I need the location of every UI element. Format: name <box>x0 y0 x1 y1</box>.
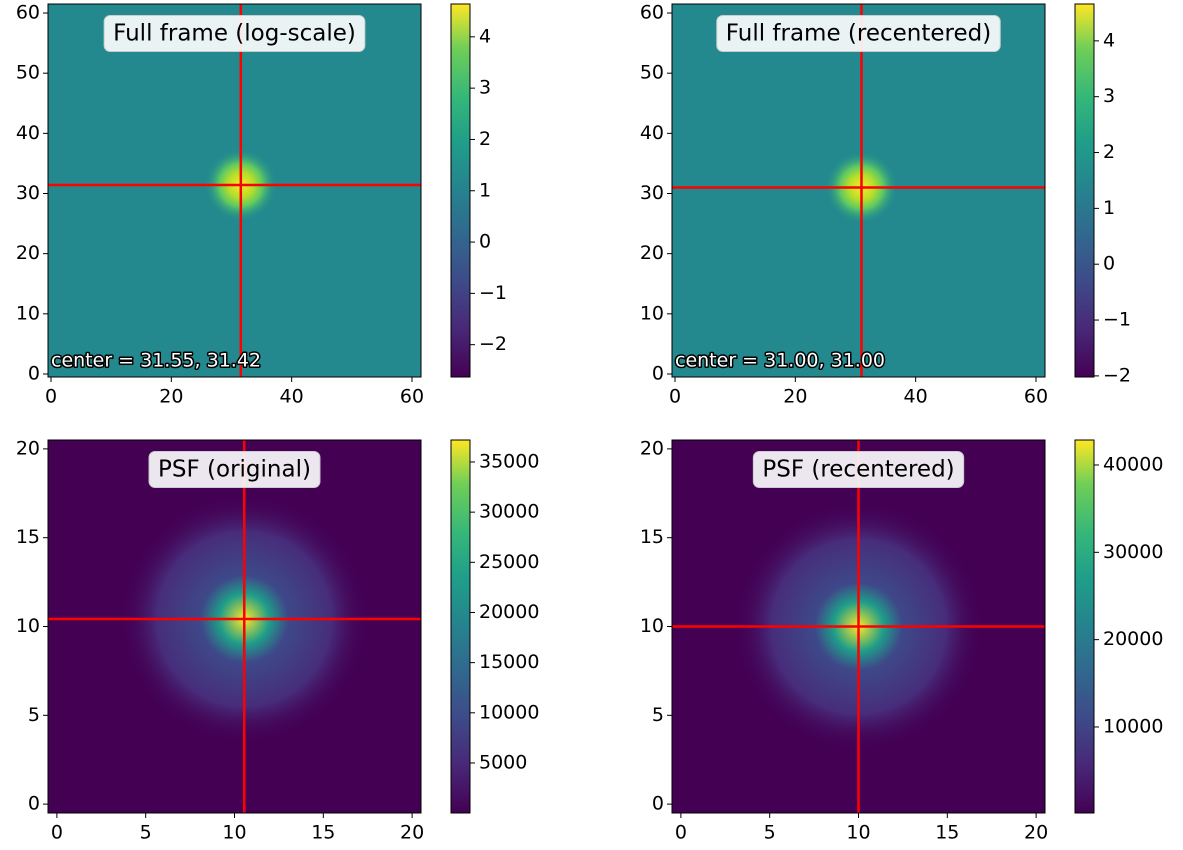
image <box>48 440 421 813</box>
x-tick-label: 20 <box>400 822 424 844</box>
x-tick-label: 40 <box>280 386 304 408</box>
colorbar-tick-label: 3 <box>479 77 491 99</box>
y-tick-label: 60 <box>640 2 664 24</box>
colorbar-tick-label: 25000 <box>479 551 539 573</box>
panel: 0 20 40 60 0 10 20 30 40 50 60 −2 −1 0 1 2 3 4 Full frame … <box>16 2 507 408</box>
x-tick-label: 15 <box>311 822 335 844</box>
colorbar-tick-label: 0 <box>479 231 491 253</box>
colorbar-tick-label: 4 <box>1103 29 1115 51</box>
x-tick-label: 60 <box>1024 386 1048 408</box>
y-tick-label: 10 <box>16 615 40 637</box>
panel-title: PSF (recentered) <box>762 457 954 483</box>
colorbar-tick-label: 4 <box>479 25 491 47</box>
y-tick-label: 10 <box>640 302 664 324</box>
y-tick-label: 20 <box>16 437 40 459</box>
image <box>672 4 1045 377</box>
y-tick-label: 5 <box>652 704 664 726</box>
x-tick-label: 20 <box>1024 822 1048 844</box>
colorbar <box>1074 3 1095 378</box>
colorbar-tick-label: 40000 <box>1103 453 1163 475</box>
colorbar-tick-label: 10000 <box>1103 715 1163 737</box>
y-tick-label: 15 <box>640 526 664 548</box>
x-tick-label: 0 <box>669 386 681 408</box>
colorbar <box>450 3 471 378</box>
y-tick-label: 0 <box>652 793 664 815</box>
colorbar-tick-label: 1 <box>479 179 491 201</box>
x-tick-label: 20 <box>159 386 183 408</box>
colorbar-tick-label: 20000 <box>479 601 539 623</box>
x-tick-label: 10 <box>846 822 870 844</box>
y-tick-label: 5 <box>28 704 40 726</box>
panel: 0 5 10 15 20 0 5 10 15 20 10000 20000 30000 40000 PSF … <box>640 437 1164 843</box>
y-tick-label: 40 <box>640 122 664 144</box>
y-tick-label: 50 <box>16 62 40 84</box>
colorbar-tick-label: 30000 <box>479 501 539 523</box>
panel-title: Full frame (recentered) <box>726 21 991 47</box>
center-annotation: center = 31.55, 31.42 <box>51 350 261 372</box>
x-tick-label: 15 <box>935 822 959 844</box>
colorbar-tick-label: −2 <box>479 333 507 355</box>
center-annotation: center = 31.00, 31.00 <box>675 350 885 372</box>
y-tick-label: 50 <box>640 62 664 84</box>
y-tick-label: 15 <box>16 526 40 548</box>
panel: 0 20 40 60 0 10 20 30 40 50 60 −2 −1 0 1 2 3 4 Full frame … <box>640 2 1131 408</box>
y-tick-label: 30 <box>640 182 664 204</box>
x-tick-label: 0 <box>675 822 687 844</box>
x-tick-label: 5 <box>140 822 152 844</box>
colorbar <box>1074 439 1095 814</box>
colorbar-tick-label: 10000 <box>479 701 539 723</box>
title-box <box>716 15 1001 52</box>
panel-title: PSF (original) <box>158 457 311 483</box>
colorbar-tick-label: 0 <box>1103 253 1115 275</box>
axes-frame <box>671 3 1046 378</box>
colorbar-tick-label: 5000 <box>479 751 527 773</box>
title-box <box>103 15 366 52</box>
y-tick-label: 60 <box>16 2 40 24</box>
x-tick-label: 0 <box>45 386 57 408</box>
colorbar-tick-label: 1 <box>1103 197 1115 219</box>
y-tick-label: 20 <box>640 242 664 264</box>
y-tick-label: 0 <box>28 362 40 384</box>
y-tick-label: 10 <box>640 615 664 637</box>
x-tick-label: 5 <box>764 822 776 844</box>
x-tick-label: 20 <box>783 386 807 408</box>
x-tick-label: 60 <box>400 386 424 408</box>
colorbar-tick-label: 15000 <box>479 651 539 673</box>
colorbar-tick-label: 35000 <box>479 450 539 472</box>
y-tick-label: 40 <box>16 122 40 144</box>
axes-frame <box>47 3 422 378</box>
y-tick-label: 20 <box>640 437 664 459</box>
x-tick-label: 0 <box>51 822 63 844</box>
title-box <box>752 451 965 488</box>
y-tick-label: 10 <box>16 302 40 324</box>
image <box>48 4 421 377</box>
x-tick-label: 10 <box>222 822 246 844</box>
y-tick-label: 20 <box>16 242 40 264</box>
panel: 0 5 10 15 20 0 5 10 15 20 5000 10000 15000 20000 25000… <box>16 437 540 843</box>
colorbar <box>450 439 471 814</box>
colorbar-tick-label: −1 <box>479 282 507 304</box>
colorbar-tick-label: 30000 <box>1103 541 1163 563</box>
colorbar-tick-label: 2 <box>1103 141 1115 163</box>
y-tick-label: 0 <box>28 793 40 815</box>
colorbar-tick-label: 20000 <box>1103 628 1163 650</box>
colorbar-tick-label: −2 <box>1103 364 1131 386</box>
panel-title: Full frame (log-scale) <box>113 21 356 47</box>
image <box>672 440 1045 813</box>
colorbar-tick-label: −1 <box>1103 309 1131 331</box>
y-tick-label: 0 <box>652 362 664 384</box>
y-tick-label: 30 <box>16 182 40 204</box>
title-box <box>148 451 321 488</box>
x-tick-label: 40 <box>904 386 928 408</box>
colorbar-tick-label: 2 <box>479 128 491 150</box>
colorbar-tick-label: 3 <box>1103 85 1115 107</box>
